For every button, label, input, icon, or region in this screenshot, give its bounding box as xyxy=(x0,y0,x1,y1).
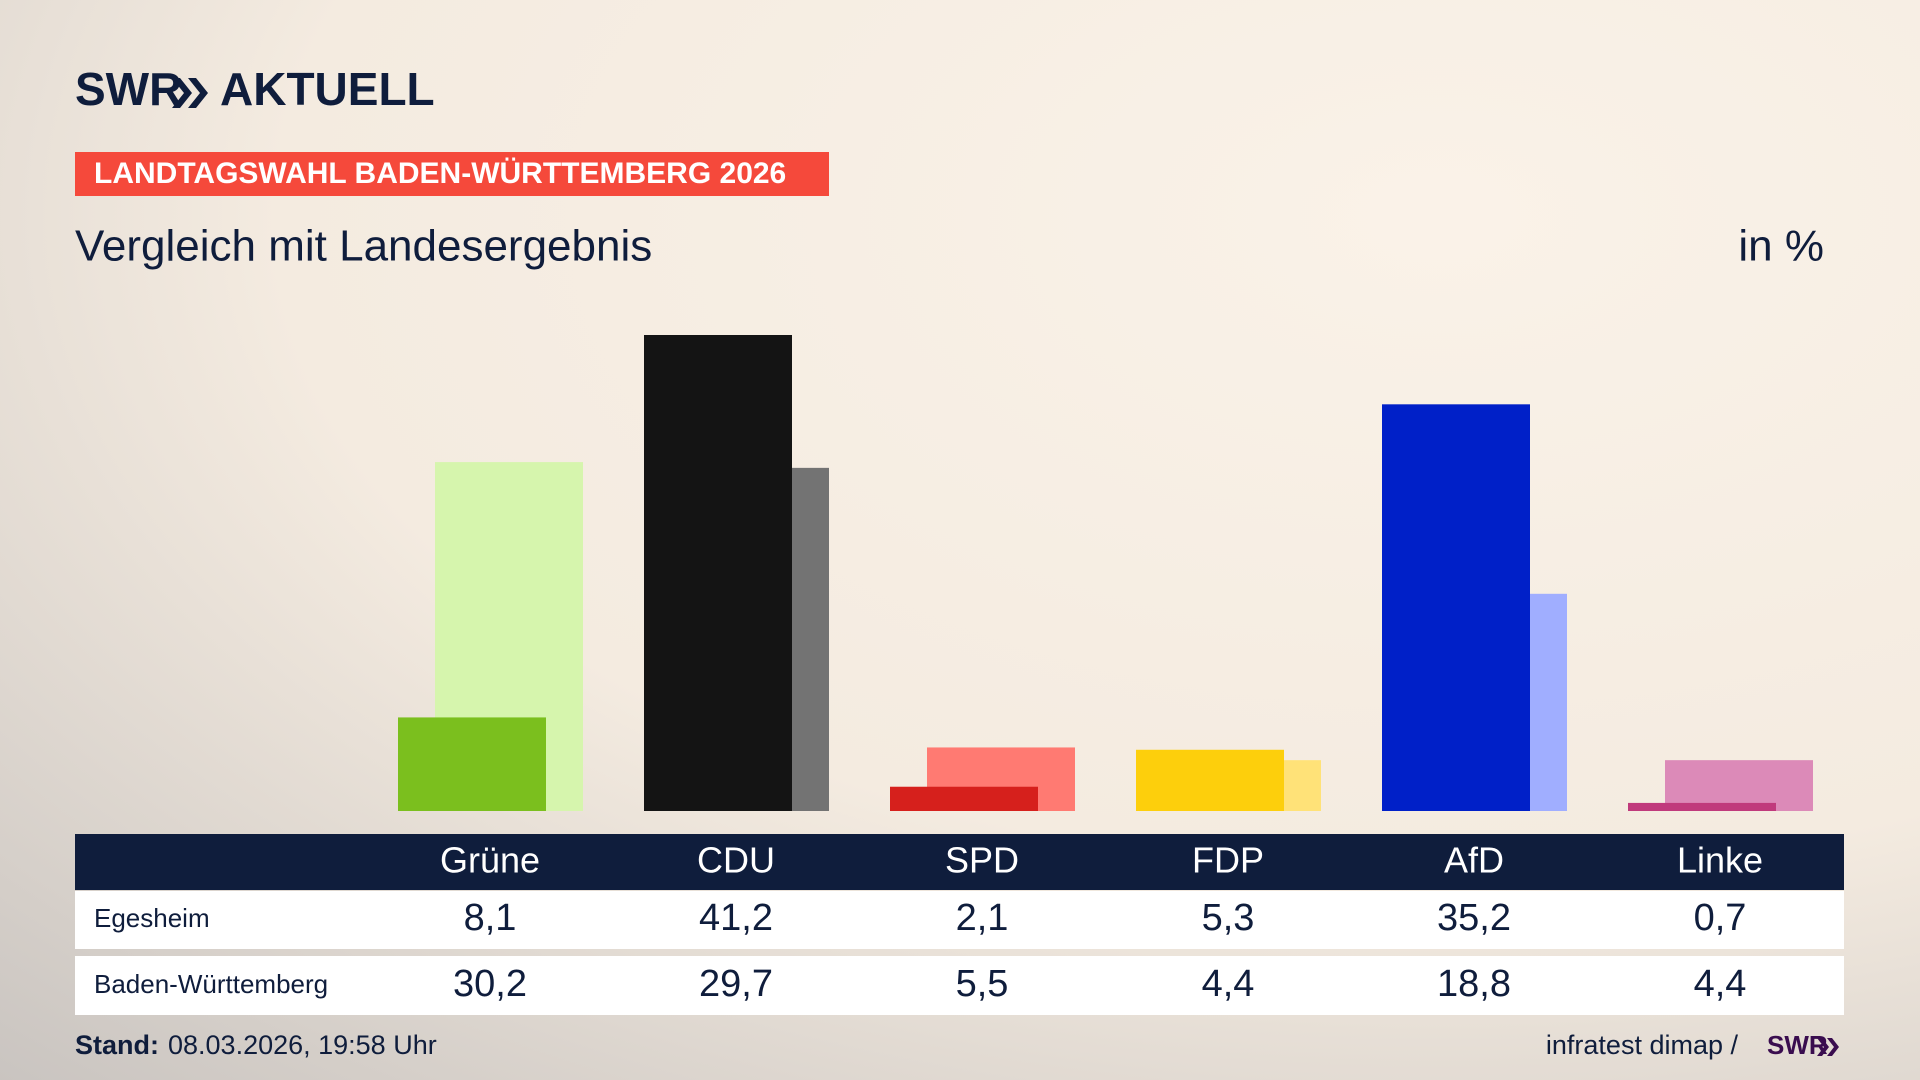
bar xyxy=(1665,760,1813,811)
bar xyxy=(890,786,1038,811)
bar xyxy=(398,717,546,811)
banner xyxy=(75,152,829,196)
table-header xyxy=(75,834,1844,890)
stand-label: Stand: xyxy=(75,1030,159,1060)
category-label: Linke xyxy=(1677,840,1763,881)
value-label: 30,2 xyxy=(453,963,527,1005)
value-label: 18,8 xyxy=(1437,963,1511,1005)
unit-label: in % xyxy=(1738,222,1824,271)
value-label: 8,1 xyxy=(464,897,517,939)
brand: SWR xyxy=(75,63,182,115)
brand-chevrons xyxy=(172,78,208,108)
table-row xyxy=(75,956,1844,1015)
footer-brand: SWR xyxy=(1767,1030,1828,1060)
bar xyxy=(644,335,792,811)
value-label: 4,4 xyxy=(1694,963,1747,1005)
source: infratest dimap / xyxy=(1546,1030,1739,1060)
bar xyxy=(1628,802,1776,811)
bar xyxy=(1382,404,1530,811)
value-label: 35,2 xyxy=(1437,897,1511,939)
value-label: 41,2 xyxy=(699,897,773,939)
brand-suffix: AKTUELL xyxy=(220,63,435,115)
category-label: SPD xyxy=(945,840,1019,881)
category-label: AfD xyxy=(1444,840,1504,881)
category-label: CDU xyxy=(697,840,775,881)
category-label: FDP xyxy=(1192,840,1264,881)
value-label: 0,7 xyxy=(1694,897,1747,939)
stand: 08.03.2026, 19:58 Uhr xyxy=(168,1030,437,1060)
value-label: 4,4 xyxy=(1202,963,1255,1005)
bar xyxy=(1136,749,1284,811)
row-label: Baden-Württemberg xyxy=(94,969,328,999)
value-label: 5,3 xyxy=(1202,897,1255,939)
value-label: 2,1 xyxy=(956,897,1009,939)
banner-text: LANDTAGSWAHL BADEN-WÜRTTEMBERG 2026 xyxy=(94,157,786,190)
category-label: Grüne xyxy=(440,840,540,881)
row-label: Egesheim xyxy=(94,903,210,933)
table-row xyxy=(75,891,1844,949)
chart-title: Vergleich mit Landesergebnis xyxy=(75,222,652,271)
value-label: 29,7 xyxy=(699,963,773,1005)
value-label: 5,5 xyxy=(956,963,1009,1005)
footer-chevrons xyxy=(1817,1038,1839,1056)
